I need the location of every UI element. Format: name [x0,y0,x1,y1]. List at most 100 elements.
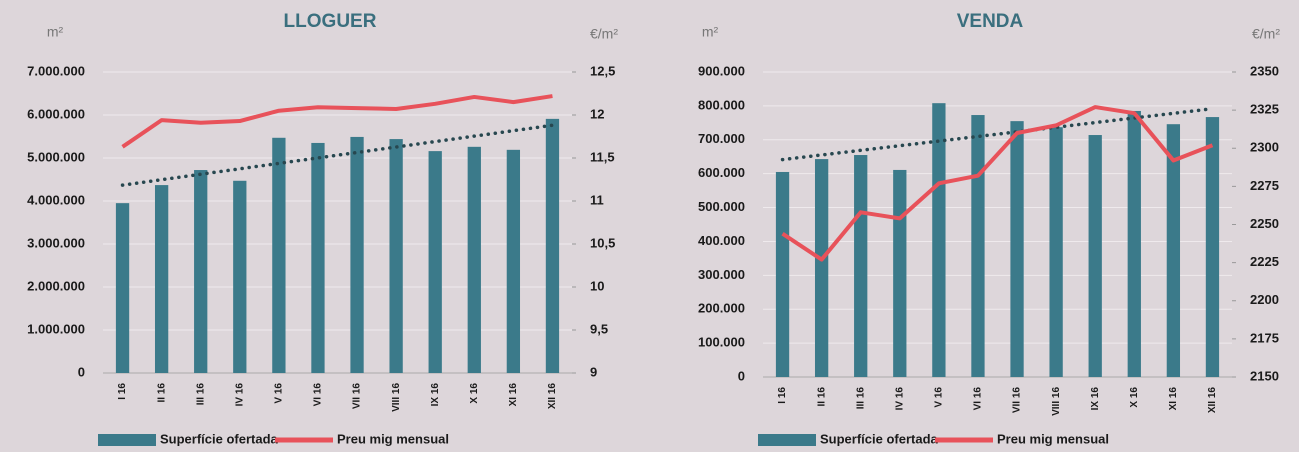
x-tick-label: V 16 [934,387,945,408]
x-tick-label: X 16 [469,383,480,404]
y2-tick-label: 2275 [1250,178,1279,193]
y-tick-label: 3.000.000 [27,235,85,250]
x-tick-label: V 16 [274,383,285,404]
bar [1166,124,1181,377]
bar [115,203,130,373]
bar [389,139,403,373]
x-tick-label: VII 16 [1012,387,1023,414]
x-tick-label: IX 16 [430,383,441,407]
bar [545,118,560,374]
y-tick-label: 500.000 [698,199,745,214]
y-tick-label: 700.000 [698,131,745,146]
y2-tick-label: 9 [590,364,597,379]
y-axis-unit: m² [47,24,64,40]
x-tick-label: XII 16 [1207,387,1218,414]
legend-swatch [758,434,816,446]
trendline [120,123,555,187]
x-tick-label: VI 16 [313,383,324,407]
y2-tick-label: 10,5 [590,235,615,250]
y-tick-label: 6.000.000 [27,106,85,121]
x-tick-label: X 16 [1129,387,1140,408]
y2-tick-label: 10 [590,278,604,293]
legend-swatch [98,434,156,446]
y-tick-label: 7.000.000 [27,63,85,78]
x-tick-label: III 16 [855,387,866,410]
line-series [121,94,553,149]
bar [194,170,208,373]
y-tick-label: 0 [78,364,85,379]
bar [233,180,247,373]
chart-title: LLOGUER [284,11,377,32]
y-tick-label: 4.000.000 [27,192,85,207]
bar [893,169,907,377]
x-tick-label: XI 16 [508,383,519,407]
y2-tick-label: 12,5 [590,63,615,78]
y2-tick-label: 2175 [1250,330,1279,345]
y-tick-label: 100.000 [698,335,745,350]
legend-label: Superfície ofertada [160,431,279,446]
bar [506,149,521,373]
x-tick-label: VIII 16 [391,383,402,412]
x-tick-label: IV 16 [894,387,905,411]
y2-tick-label: 12 [590,106,604,121]
bar [971,115,985,378]
x-tick-label: IV 16 [234,383,245,407]
y2-tick-label: 2325 [1250,102,1279,117]
y2-tick-label: 2150 [1250,368,1279,383]
bar [1127,110,1141,377]
bar [272,137,286,373]
y2-axis-unit: €/m² [1252,26,1280,42]
y2-tick-label: 11,5 [590,149,615,164]
y2-tick-label: 2350 [1250,63,1279,78]
legend-label: Preu mig mensual [997,431,1109,446]
x-tick-label: IX 16 [1090,387,1101,411]
chart-title: VENDA [957,11,1024,32]
bar [775,171,790,377]
x-tick-label: II 16 [156,383,167,403]
y-tick-label: 0 [738,368,745,383]
x-tick-label: I 16 [777,387,788,404]
bar [1049,127,1063,377]
trendline [780,106,1215,162]
y-tick-label: 600.000 [698,165,745,180]
bar [467,146,481,373]
legend-label: Preu mig mensual [337,431,449,446]
x-tick-label: III 16 [195,383,206,406]
x-tick-label: XII 16 [547,383,558,410]
y-tick-label: 900.000 [698,63,745,78]
y-axis-unit: m² [702,24,719,40]
y2-tick-label: 2300 [1250,140,1279,155]
bar [1088,135,1102,377]
bar [814,159,829,377]
y-tick-label: 400.000 [698,233,745,248]
bar [350,136,364,373]
y-tick-label: 200.000 [698,301,745,316]
x-tick-label: II 16 [816,387,827,407]
bar [428,151,442,373]
y2-tick-label: 2200 [1250,292,1279,307]
bar [932,103,946,377]
y2-axis-unit: €/m² [590,26,618,42]
y2-tick-label: 2250 [1250,216,1279,231]
bar [854,155,868,377]
x-tick-label: I 16 [117,383,128,400]
bar [1010,121,1024,377]
x-tick-label: VII 16 [352,383,363,410]
y-tick-label: 1.000.000 [27,321,85,336]
legend-label: Superfície ofertada [820,431,939,446]
y2-tick-label: 2225 [1250,254,1279,269]
y-tick-label: 800.000 [698,97,745,112]
y-tick-label: 5.000.000 [27,149,85,164]
x-tick-label: VIII 16 [1051,387,1062,416]
line-series [781,105,1214,262]
x-tick-label: XI 16 [1168,387,1179,411]
bar [154,185,169,373]
y-tick-label: 2.000.000 [27,278,85,293]
y2-tick-label: 11 [590,192,604,207]
y-tick-label: 300.000 [698,267,745,282]
bar [1205,117,1220,378]
x-tick-label: VI 16 [973,387,984,411]
bar [311,142,325,373]
y2-tick-label: 9,5 [590,321,608,336]
